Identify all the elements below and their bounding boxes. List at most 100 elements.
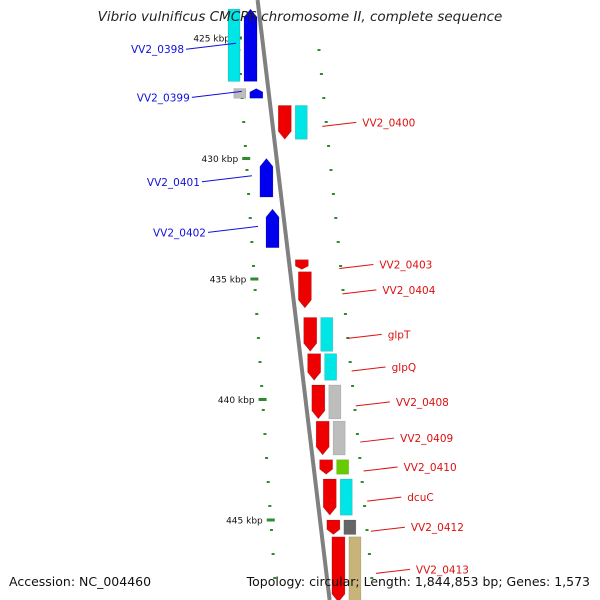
cog-box	[320, 317, 334, 352]
label-leader	[207, 225, 259, 233]
ring-dot	[351, 385, 355, 387]
ring-dot	[358, 457, 362, 459]
label-leader	[342, 289, 377, 295]
ring-dot	[243, 145, 247, 147]
gene-arrow	[331, 536, 346, 600]
label-leader	[322, 121, 357, 127]
gene-label: VV2_0400	[362, 117, 415, 129]
gene-label: VV2_0398	[131, 44, 184, 56]
gene-arrow	[243, 8, 258, 82]
gene-arrow	[315, 420, 330, 456]
ring-dot	[343, 313, 347, 315]
label-leader	[351, 366, 386, 372]
cog-box	[348, 536, 362, 600]
cog-box	[343, 519, 357, 535]
gene-arrow	[277, 105, 292, 140]
topology-text: Topology: circular; Length: 1,844,853 bp…	[246, 574, 590, 589]
gene-label: VV2_0403	[379, 260, 432, 272]
label-leader	[191, 90, 242, 98]
ring-dot	[355, 433, 359, 435]
label-leader	[370, 526, 405, 532]
ring-dot	[334, 217, 338, 219]
ring-dot	[242, 121, 246, 123]
ring-dot	[365, 529, 369, 531]
gene-arrow	[259, 158, 274, 198]
label-leader	[363, 466, 398, 472]
ring-dot	[324, 121, 328, 123]
cog-box	[227, 8, 241, 82]
ring-dot	[255, 313, 259, 315]
outer-dot-rings	[237, 49, 374, 579]
gene-label: glpT	[388, 329, 411, 341]
ring-dot	[353, 409, 357, 411]
ring-dot	[317, 49, 321, 51]
ring-dot	[367, 553, 371, 555]
gene-label: glpQ	[392, 362, 417, 374]
ring-dot	[271, 553, 275, 555]
ring-dot	[331, 193, 335, 195]
ring-dot	[247, 193, 251, 195]
scale-label: 440 kbp	[218, 396, 255, 406]
label-leader	[355, 401, 390, 407]
cog-box	[339, 478, 353, 516]
gene-arrow	[265, 208, 280, 248]
ring-dot	[348, 361, 352, 363]
cog-box	[328, 384, 342, 420]
scale-label: 425 kbp	[193, 35, 230, 45]
label-leader	[339, 264, 374, 270]
gene-label: VV2_0408	[396, 397, 449, 409]
gene-arrows	[243, 8, 346, 600]
backbone-line	[255, 0, 332, 600]
gene-arrow	[249, 88, 264, 99]
scale-label: 445 kbp	[226, 517, 263, 527]
ring-dot	[263, 433, 267, 435]
gene-labels: VV2_0398 VV2_0399 VV2_0400 VV2_0401 VV2_0402…	[131, 42, 469, 576]
gene-arrow	[303, 317, 318, 352]
ring-dot	[370, 577, 374, 579]
gene-label: VV2_0410	[404, 462, 457, 474]
scale-tick	[266, 518, 275, 522]
ring-dot	[363, 505, 367, 507]
scale-label: 430 kbp	[202, 155, 239, 165]
label-leader	[367, 496, 402, 502]
gene-arrow	[322, 478, 337, 516]
ring-dot	[245, 169, 249, 171]
gene-label: VV2_0413	[416, 564, 469, 576]
ring-dot	[269, 529, 273, 531]
cog-box	[336, 459, 349, 475]
gene-arrow	[319, 459, 333, 475]
ring-dot	[260, 385, 264, 387]
gene-arrow	[326, 519, 341, 535]
ring-dot	[256, 337, 260, 339]
ring-dot	[258, 361, 262, 363]
scale-label: 435 kbp	[210, 276, 247, 286]
chromosome-backbone	[255, 0, 332, 600]
ring-dot	[341, 289, 345, 291]
ring-dot	[238, 73, 242, 75]
scale-tick	[250, 277, 259, 281]
gene-label: VV2_0399	[137, 92, 190, 104]
ring-dot	[253, 289, 257, 291]
accession-text: Accession: NC_004460	[9, 574, 152, 589]
cog-box	[233, 88, 247, 99]
cog-box	[332, 420, 346, 456]
label-leader	[375, 568, 410, 574]
ring-dot	[265, 457, 269, 459]
ring-dot	[336, 241, 340, 243]
ring-dot	[360, 481, 364, 483]
scale-tick	[242, 157, 251, 160]
scale-tick	[258, 398, 267, 401]
scale-ticks: 425 kbp 430 kbp 435 kbp 440 kbp 445 kbp	[193, 35, 275, 527]
cog-box	[294, 105, 308, 140]
cog-box	[324, 353, 337, 381]
gene-label: dcuC	[407, 492, 433, 504]
ring-dot	[319, 73, 323, 75]
ring-dot	[329, 169, 333, 171]
label-leader	[360, 437, 395, 443]
ring-dot	[273, 577, 277, 579]
gene-arrow	[295, 259, 309, 270]
label-leader	[185, 42, 237, 50]
cog-boxes	[227, 8, 362, 600]
ring-dot	[252, 265, 256, 267]
